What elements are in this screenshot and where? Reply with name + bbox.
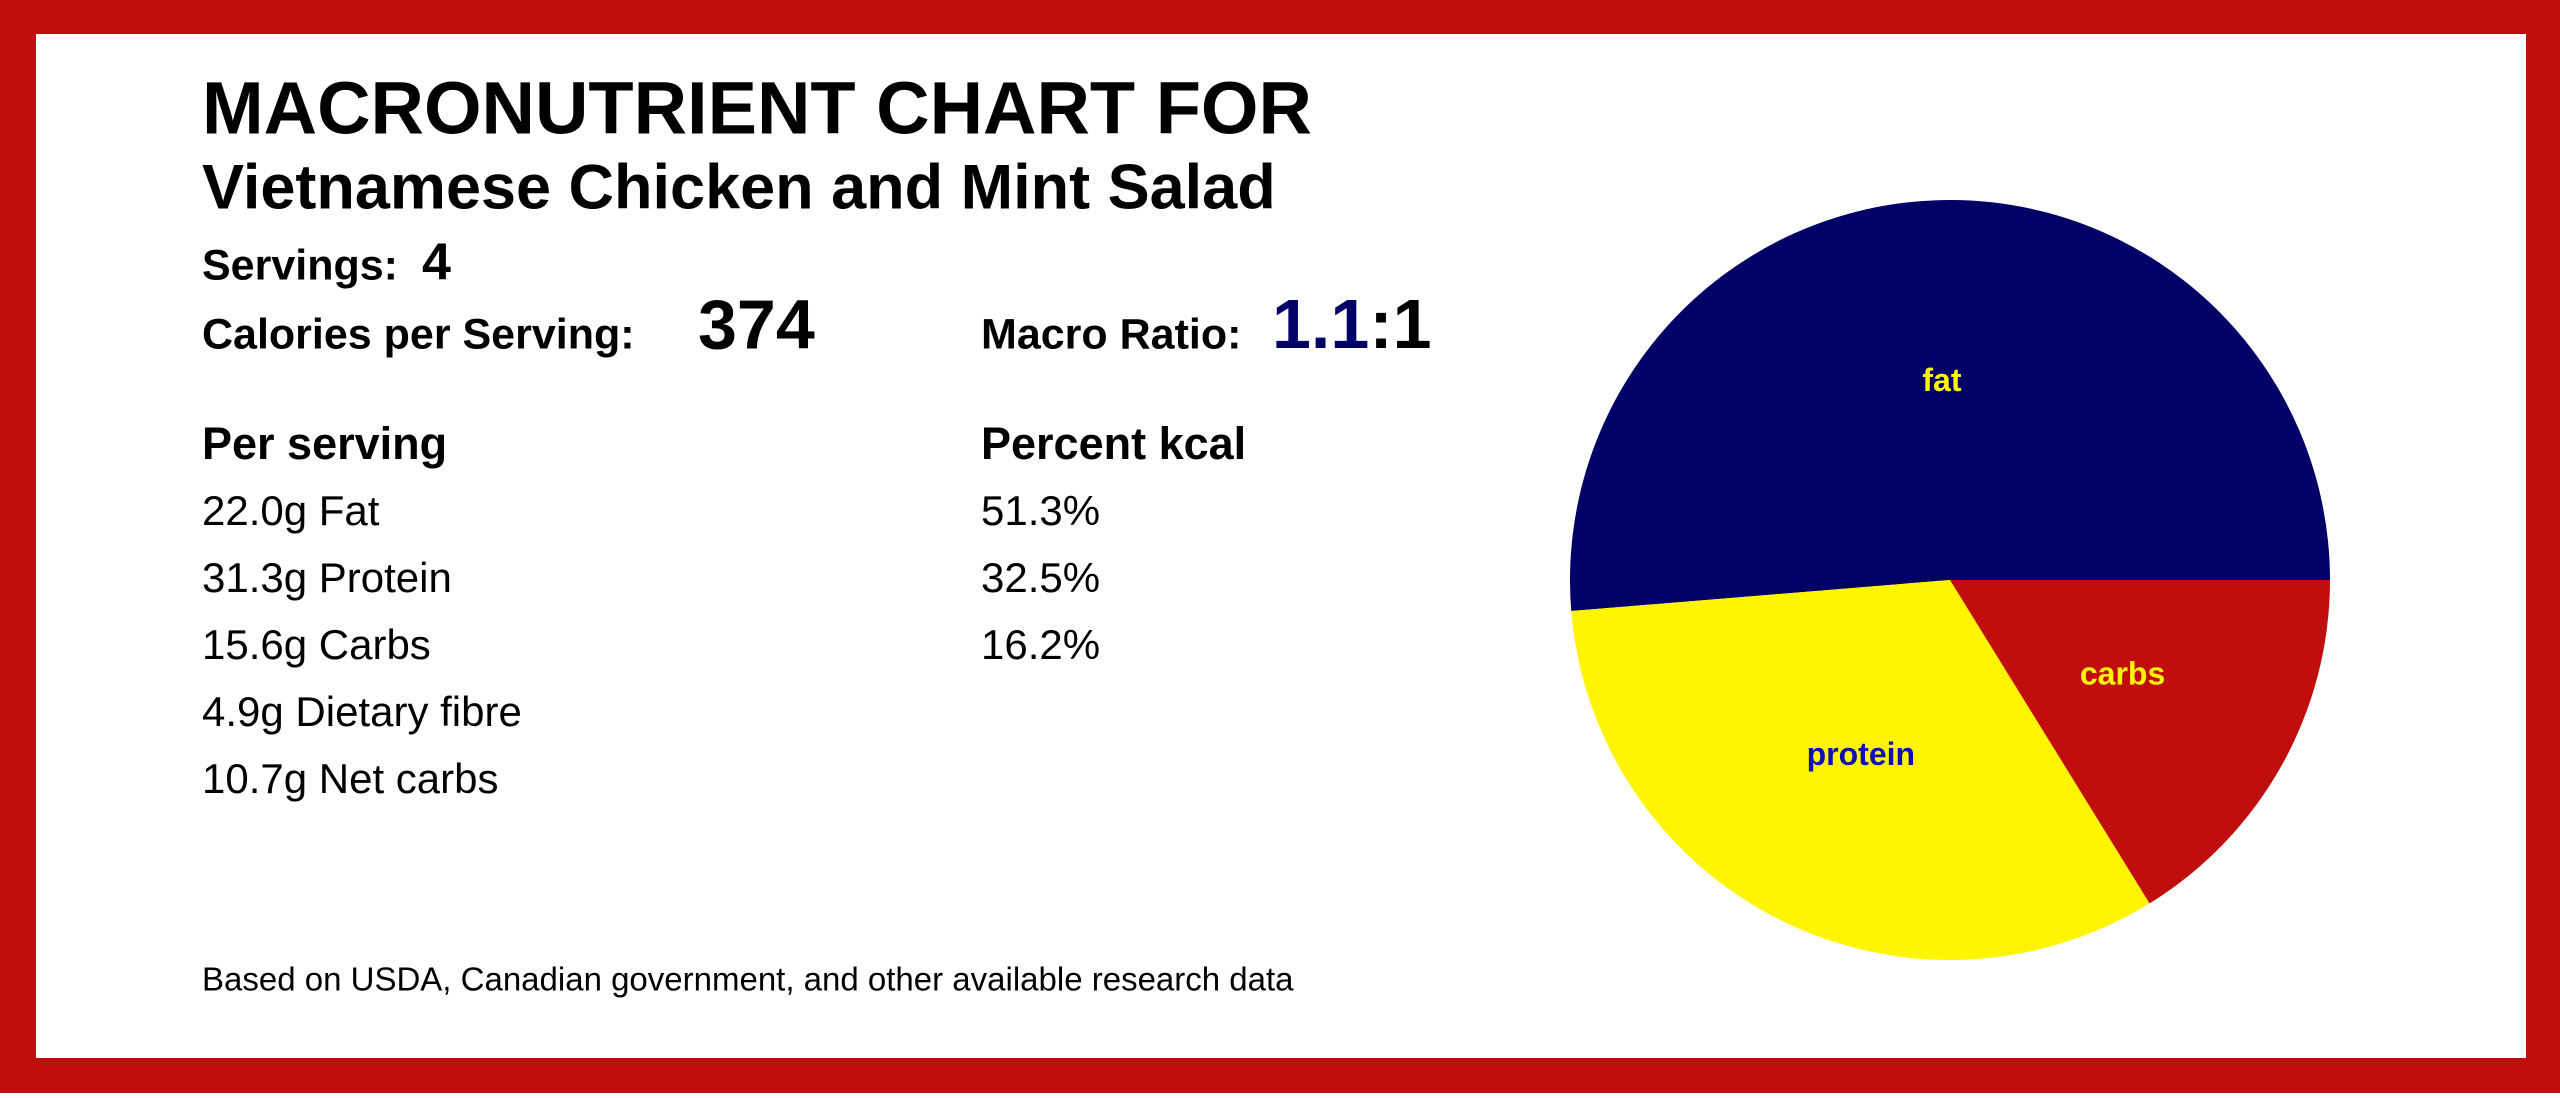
percent-kcal-row: 51.3% [981, 487, 1100, 534]
per-serving-header: Per serving [202, 418, 447, 469]
pie-chart: fat protein carbs [1570, 200, 2330, 960]
per-serving-row: 31.3g Protein [202, 554, 452, 601]
servings-value: 4 [422, 234, 451, 292]
pie-slice [1950, 580, 2330, 904]
per-serving-row: 10.7g Net carbs [202, 755, 499, 802]
title: MACRONUTRIENT CHART FOR [202, 67, 1312, 150]
percent-kcal-header: Percent kcal [981, 418, 1246, 469]
subtitle: Vietnamese Chicken and Mint Salad [202, 153, 1276, 223]
percent-kcal-row: 32.5% [981, 554, 1100, 601]
macro-ratio-suffix: :1 [1369, 285, 1431, 363]
calories-label: Calories per Serving: [202, 310, 635, 358]
footer: Based on USDA, Canadian government, and … [202, 961, 1294, 998]
servings-label: Servings: [202, 241, 398, 289]
slice-label: carbs [2080, 656, 2165, 692]
macro-ratio-value: 1.1 [1272, 285, 1369, 363]
rows: 22.0g Fat 31.3g Protein 15.6g Carbs 4.9g Di… [202, 487, 1100, 802]
slice-label: fat [1922, 362, 1961, 398]
slice-label: protein [1807, 736, 1915, 772]
per-serving-row: 4.9g Dietary fibre [202, 688, 522, 735]
pie-slice [1571, 580, 2150, 960]
pie-slice [1570, 200, 2330, 612]
calories-value: 374 [698, 285, 815, 363]
macro-ratio: 1.1:1 [1272, 285, 1432, 363]
per-serving-row: 15.6g Carbs [202, 621, 431, 668]
per-serving-row: 22.0g Fat [202, 487, 380, 534]
percent-kcal-row: 16.2% [981, 621, 1100, 668]
macro-ratio-label: Macro Ratio: [981, 310, 1241, 358]
